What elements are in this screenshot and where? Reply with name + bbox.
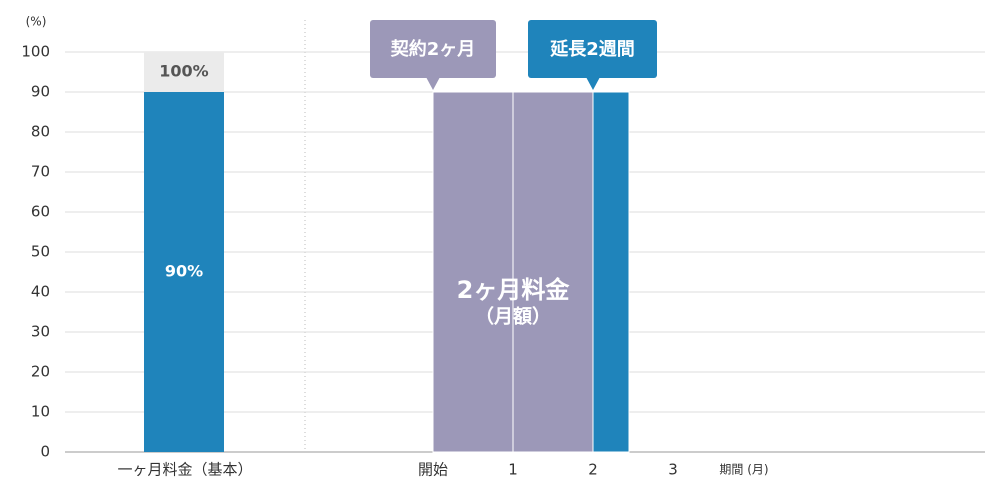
x-tick-label: 2 (588, 461, 598, 479)
y-tick-label: 20 (31, 363, 50, 381)
bar (144, 92, 224, 452)
y-tick-label: 50 (31, 243, 50, 261)
y-tick-label: 70 (31, 163, 50, 181)
y-tick-label: 30 (31, 323, 50, 341)
callout-text: 契約2ヶ月 (390, 38, 476, 60)
center-label: 2ヶ月料金 (457, 276, 571, 304)
period-bar (592, 91, 630, 453)
y-unit-label: (%) (26, 15, 47, 29)
center-label: （月額） (475, 305, 551, 328)
reference-label: 100% (159, 62, 208, 81)
y-tick-label: 60 (31, 203, 50, 221)
y-tick-label: 0 (40, 443, 50, 461)
x-tick-label: 開始 (418, 461, 448, 479)
callout-pointer (426, 77, 440, 90)
y-tick-label: 90 (31, 83, 50, 101)
y-tick-label: 40 (31, 283, 50, 301)
callout-box (528, 20, 657, 78)
value-label: 90% (165, 262, 203, 281)
x-tick-label: 3 (668, 461, 678, 479)
y-tick-label: 100 (21, 43, 50, 61)
x-axis-label: 期間 (月) (719, 463, 768, 477)
callout-text: 延長2週間 (549, 39, 635, 60)
x-tick-label: 1 (508, 461, 518, 479)
x-tick-label: 一ヶ月料金（基本） (117, 461, 252, 479)
callout-box (370, 20, 496, 78)
y-tick-label: 10 (31, 403, 50, 421)
callout-pointer (586, 77, 600, 90)
period-bar (512, 91, 594, 453)
y-tick-label: 80 (31, 123, 50, 141)
period-bar (432, 91, 514, 453)
